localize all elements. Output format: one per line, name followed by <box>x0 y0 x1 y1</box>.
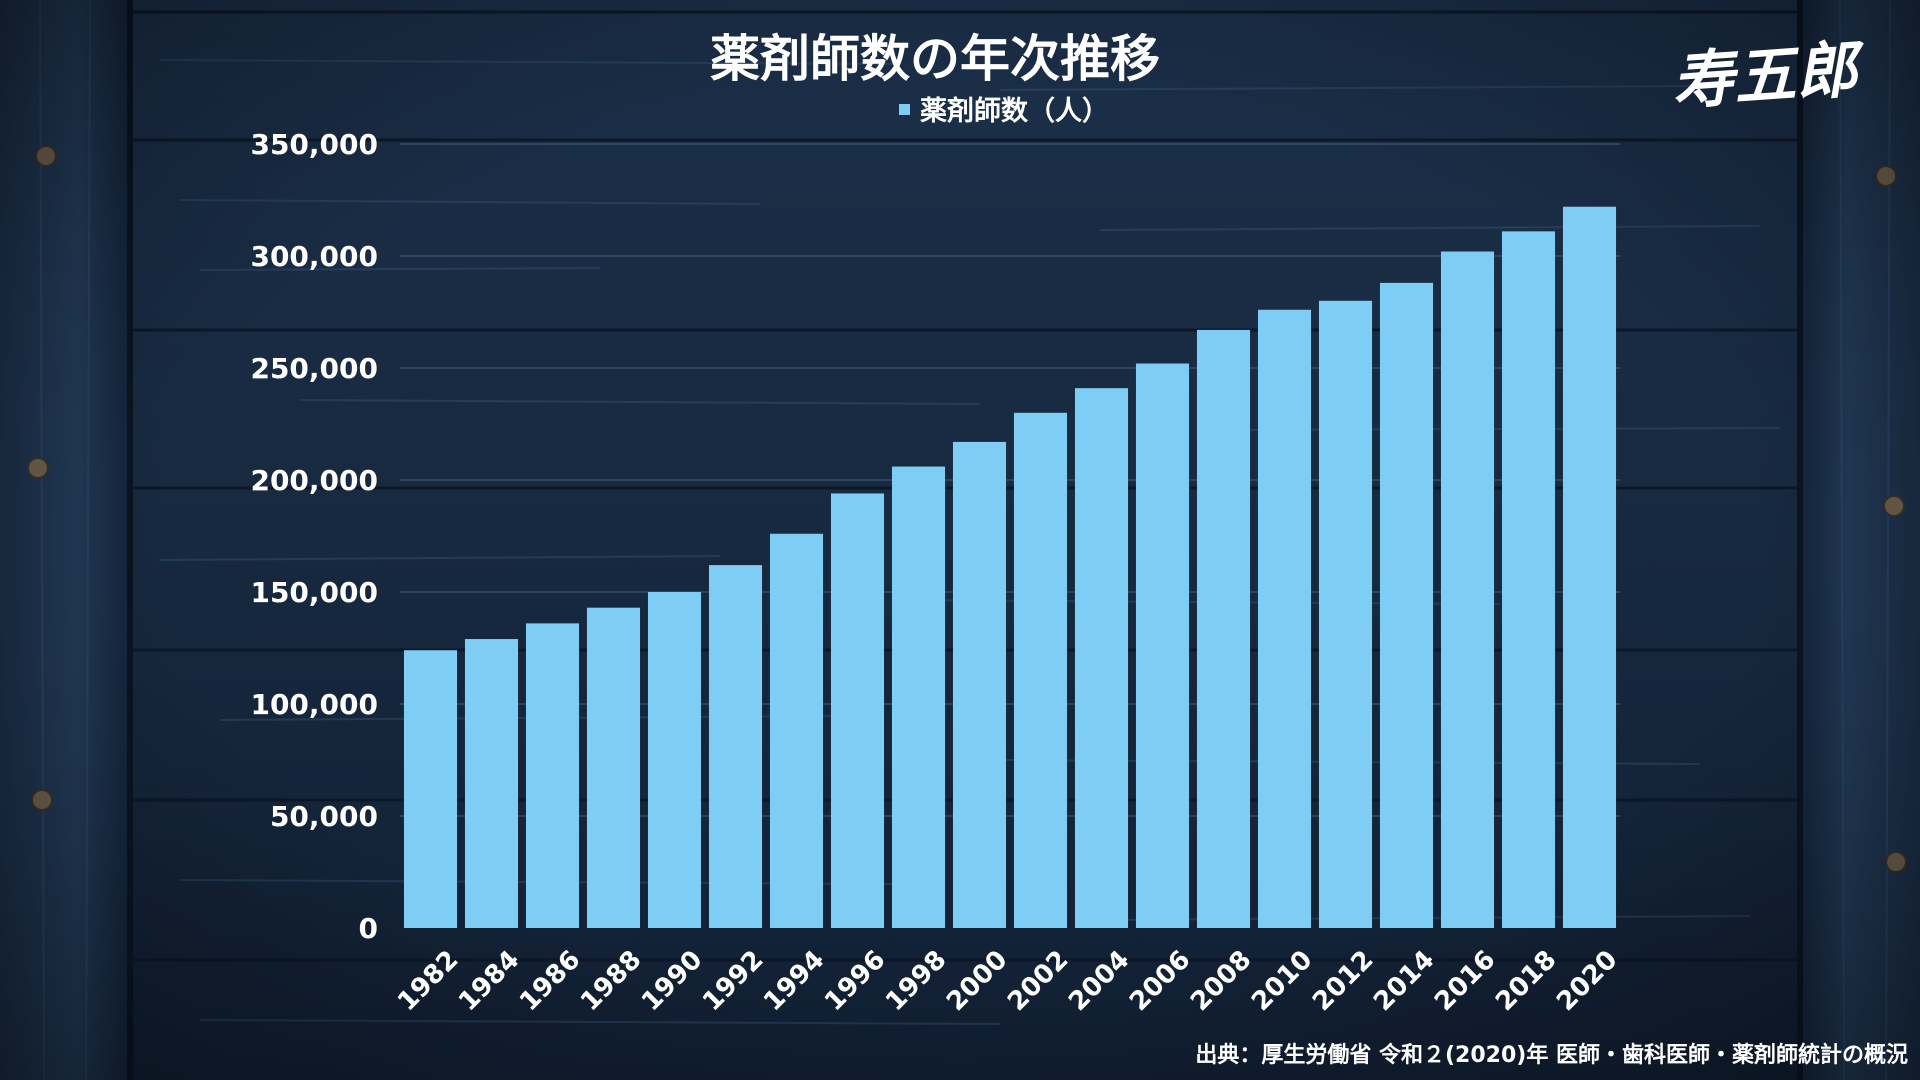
bar-1992 <box>708 565 763 928</box>
x-tick-label: 1988 <box>575 945 647 1017</box>
bar-2012 <box>1318 300 1373 928</box>
y-tick-label: 300,000 <box>250 240 378 273</box>
source-note: 出典：厚生労働省 令和２(2020)年 医師・歯科医師・薬剤師統計の概況 <box>1195 1042 1908 1068</box>
legend-label: 薬剤師数（人） <box>920 95 1109 127</box>
legend-swatch <box>899 104 910 115</box>
bar-1986 <box>525 623 580 928</box>
y-tick-label: 200,000 <box>250 464 378 497</box>
bars <box>403 206 1617 929</box>
y-tick-label: 50,000 <box>270 800 378 833</box>
x-tick-label: 1986 <box>514 945 586 1017</box>
bar-1988 <box>586 607 641 928</box>
y-tick-label: 100,000 <box>250 688 378 721</box>
x-tick-label: 1992 <box>697 945 769 1017</box>
x-tick-label: 2012 <box>1307 945 1379 1017</box>
gridlines <box>400 143 1620 817</box>
bar-2006 <box>1135 363 1190 928</box>
bar-2002 <box>1013 412 1068 928</box>
bar-2014 <box>1379 282 1434 928</box>
bar-1982 <box>403 650 458 928</box>
bar-2008 <box>1196 329 1251 928</box>
y-tick-label: 350,000 <box>250 128 378 161</box>
x-tick-label: 1998 <box>880 945 952 1017</box>
x-axis: 1982198419861988199019921994199619982000… <box>392 945 1623 1017</box>
x-tick-label: 2014 <box>1368 945 1440 1017</box>
bar-2004 <box>1074 388 1129 928</box>
x-tick-label: 2002 <box>1002 945 1074 1017</box>
y-tick-label: 150,000 <box>250 576 378 609</box>
bar-1990 <box>647 592 702 928</box>
bar-1998 <box>891 466 946 928</box>
x-tick-label: 2006 <box>1124 945 1196 1017</box>
bar-2018 <box>1501 231 1556 929</box>
bar-1984 <box>464 639 519 928</box>
bar-2020 <box>1562 206 1617 929</box>
x-tick-label: 1984 <box>453 945 525 1017</box>
x-tick-label: 1990 <box>636 945 708 1017</box>
x-tick-label: 2010 <box>1246 945 1318 1017</box>
bar-2010 <box>1257 309 1312 928</box>
legend: 薬剤師数（人） <box>899 95 1109 127</box>
x-tick-label: 1982 <box>392 945 464 1017</box>
x-tick-label: 2008 <box>1185 945 1257 1017</box>
bar-1996 <box>830 493 885 928</box>
y-tick-label: 250,000 <box>250 352 378 385</box>
bar-2016 <box>1440 251 1495 928</box>
x-tick-label: 2000 <box>941 945 1013 1017</box>
bar-2000 <box>952 441 1007 928</box>
x-tick-label: 2016 <box>1429 945 1501 1017</box>
x-tick-label: 2018 <box>1490 945 1562 1017</box>
brand-logo: 寿五郎 <box>1669 32 1869 118</box>
chart-title: 薬剤師数の年次推移 <box>710 30 1160 88</box>
bar-1994 <box>769 533 824 928</box>
y-axis: 0 50,000 100,000 150,000 200,000 250,000 300,0… <box>250 128 378 945</box>
x-tick-label: 2004 <box>1063 945 1135 1017</box>
x-tick-label: 2020 <box>1551 945 1623 1017</box>
x-tick-label: 1996 <box>819 945 891 1017</box>
y-tick-label: 0 <box>359 912 378 945</box>
x-tick-label: 1994 <box>758 945 830 1017</box>
